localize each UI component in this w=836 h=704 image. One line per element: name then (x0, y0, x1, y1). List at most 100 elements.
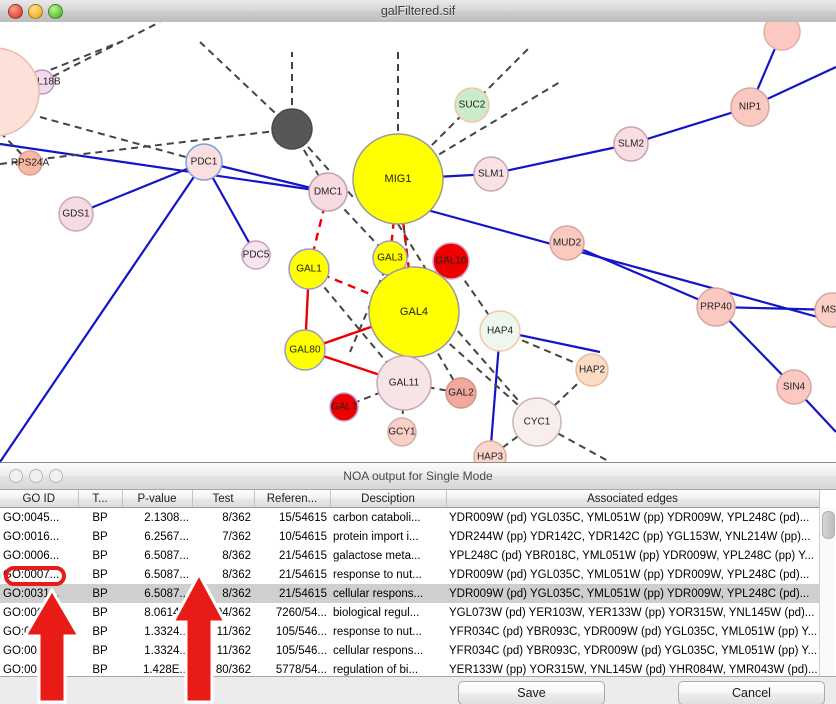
column-header-associated-edges[interactable]: Associated edges (446, 490, 820, 508)
table-row[interactable]: GO:0031... BP 1.3324... 11/362 105/546... res… (0, 622, 819, 641)
results-table[interactable]: GO ID T... P-value Test Referen... Desci… (0, 490, 820, 676)
cell-go-id[interactable]: GO:0045... (3, 511, 60, 524)
node-hap2[interactable]: HAP2 (575, 353, 609, 387)
table-row[interactable]: GO:0050... BP 1.428E... 80/362 5778/54... reg… (0, 660, 819, 676)
node-mud2[interactable]: MUD2 (549, 225, 585, 261)
cell-associated-edges[interactable]: YDR244W (pp) YDR142C, YDR142C (pp) YGL15… (449, 530, 811, 543)
dialog-zoom-icon[interactable] (49, 469, 63, 483)
node-circle[interactable] (730, 87, 770, 127)
node-circle[interactable] (284, 329, 326, 371)
cell-associated-edges[interactable]: YDR009W (pd) YGL035C, YML051W (pp) YDR00… (449, 568, 810, 581)
cell-p-value[interactable]: 6.5087... (144, 549, 189, 562)
node-gal3[interactable]: GAL3 (372, 240, 408, 276)
cell-test[interactable]: 8/362 (222, 511, 251, 524)
dialog-close-icon[interactable] (9, 469, 23, 483)
network-canvas[interactable]: RPL18B RPS24A GDS1 PDC1 PDC5 SUC2 DMC1 MIG1 SLM1… (0, 22, 836, 462)
cell-test[interactable]: 11/362 (216, 625, 251, 638)
cell-associated-edges[interactable]: YER133W (pp) YOR315W, YNL145W (pd) YHR08… (449, 663, 818, 676)
table-row[interactable]: GO:0045... BP 2.1308... 8/362 15/54615 carbon… (0, 508, 819, 528)
cell-go-id[interactable]: GO:0031... (3, 644, 60, 657)
node-toppink[interactable] (763, 22, 801, 51)
scrollbar-thumb[interactable] (822, 511, 835, 539)
node-circle[interactable] (454, 87, 490, 123)
cell-associated-edges[interactable]: YDR009W (pd) YGL035C, YML051W (pp) YDR00… (449, 511, 810, 524)
column-header-type[interactable]: T... (78, 490, 123, 508)
node-circle[interactable] (185, 143, 223, 181)
node-circle[interactable] (368, 266, 460, 358)
cell-p-value[interactable]: 6.5087... (144, 568, 189, 581)
node-circle[interactable] (512, 397, 562, 447)
node-gal2[interactable]: GAL2 (445, 377, 477, 409)
node-circle[interactable] (17, 150, 43, 176)
table-row[interactable]: GO:0031... BP 1.3324... 11/362 105/546... cel… (0, 641, 819, 660)
cell-associated-edges[interactable]: YFR034C (pd) YBR093C, YDR009W (pd) YGL03… (449, 625, 818, 638)
cell-reference[interactable]: 15/54615 (279, 511, 327, 524)
table-row[interactable]: GO:0006... BP 6.5087... 8/362 21/54615 galact… (0, 546, 819, 565)
node-pdc5[interactable]: PDC5 (241, 240, 271, 270)
node-hap3[interactable]: HAP3 (473, 440, 507, 462)
node-circle[interactable] (479, 310, 521, 352)
cell-go-id[interactable]: GO:0050... (3, 663, 60, 676)
cell-test[interactable]: 8/362 (222, 549, 251, 562)
cell-reference[interactable]: 21/54615 (279, 549, 327, 562)
table-row[interactable]: GO:0031... BP 6.5087... 8/362 21/54615 cellul… (0, 584, 819, 603)
close-icon[interactable] (8, 4, 23, 19)
cell-description[interactable]: cellular respons... (330, 584, 446, 603)
node-circle[interactable] (473, 156, 509, 192)
node-slm1[interactable]: SLM1 (473, 156, 509, 192)
node-cyc1[interactable]: CYC1 (512, 397, 562, 447)
cell-reference[interactable]: 7260/54... (275, 606, 327, 619)
node-dark[interactable] (271, 108, 313, 150)
node-circle[interactable] (575, 353, 609, 387)
cell-description[interactable]: regulation of bi... (333, 663, 419, 676)
node-gds1[interactable]: GDS1 (58, 196, 94, 232)
table-scrollbar[interactable] (819, 507, 835, 676)
cell-type[interactable]: BP (92, 549, 108, 562)
minimize-icon[interactable] (28, 4, 43, 19)
cell-description[interactable]: response to nut... (333, 625, 422, 638)
cell-type[interactable]: BP (78, 584, 122, 603)
cell-reference[interactable]: 21/54615 (254, 584, 330, 603)
node-layer[interactable]: RPL18B RPS24A GDS1 PDC1 PDC5 SUC2 DMC1 MIG1 SLM1… (0, 22, 836, 462)
column-header-go-id[interactable]: GO ID (0, 490, 79, 508)
cell-description[interactable]: biological regul... (333, 606, 420, 619)
cell-p-value[interactable]: 2.1308... (144, 511, 189, 524)
table-row[interactable]: GO:0065... BP 8.0614... 94/362 7260/54... bio… (0, 603, 819, 622)
table-row[interactable]: GO:0007... BP 6.5087... 8/362 21/54615 respon… (0, 565, 819, 584)
node-circle[interactable] (241, 240, 271, 270)
dialog-traffic-lights[interactable] (9, 469, 63, 483)
node-circle[interactable] (376, 355, 432, 411)
cell-reference[interactable]: 10/54615 (279, 530, 327, 543)
column-header-test[interactable]: Test (192, 490, 255, 508)
window-traffic-lights[interactable] (8, 4, 63, 19)
cell-description[interactable]: response to nut... (333, 568, 422, 581)
node-hap4[interactable]: HAP4 (479, 310, 521, 352)
cell-associated-edges[interactable]: YPL248C (pd) YBR018C, YML051W (pp) YDR00… (449, 549, 815, 562)
cell-reference[interactable]: 105/546... (275, 625, 327, 638)
node-dmc1[interactable]: DMC1 (308, 172, 348, 212)
cell-test[interactable]: 11/362 (216, 644, 251, 657)
node-gal80[interactable]: GAL80 (284, 329, 326, 371)
cancel-button[interactable]: Cancel (678, 681, 825, 704)
node-nip1[interactable]: NIP1 (730, 87, 770, 127)
cell-reference[interactable]: 21/54615 (279, 568, 327, 581)
cell-test[interactable]: 8/362 (192, 584, 254, 603)
cell-associated-edges[interactable]: YFR034C (pd) YBR093C, YDR009W (pd) YGL03… (449, 644, 818, 657)
cell-go-id[interactable]: GO:0031... (0, 584, 78, 603)
cell-p-value[interactable]: 1.428E... (142, 663, 189, 676)
cell-description[interactable]: protein import i... (333, 530, 419, 543)
node-circle[interactable] (763, 22, 801, 51)
dialog-minimize-icon[interactable] (29, 469, 43, 483)
node-circle[interactable] (613, 126, 649, 162)
cell-type[interactable]: BP (92, 606, 108, 619)
node-mig1[interactable]: MIG1 (352, 133, 444, 225)
cell-description[interactable]: carbon cataboli... (333, 511, 421, 524)
zoom-icon[interactable] (48, 4, 63, 19)
cell-go-id[interactable]: GO:0007... (3, 568, 60, 581)
table-row[interactable]: GO:0016... BP 6.2567... 7/362 10/54615 protei… (0, 527, 819, 546)
node-gal10[interactable]: GAL10 (432, 242, 470, 280)
node-slm2[interactable]: SLM2 (613, 126, 649, 162)
cell-p-value[interactable]: 1.3324... (144, 625, 189, 638)
cell-go-id[interactable]: GO:0016... (3, 530, 60, 543)
cell-type[interactable]: BP (92, 644, 108, 657)
